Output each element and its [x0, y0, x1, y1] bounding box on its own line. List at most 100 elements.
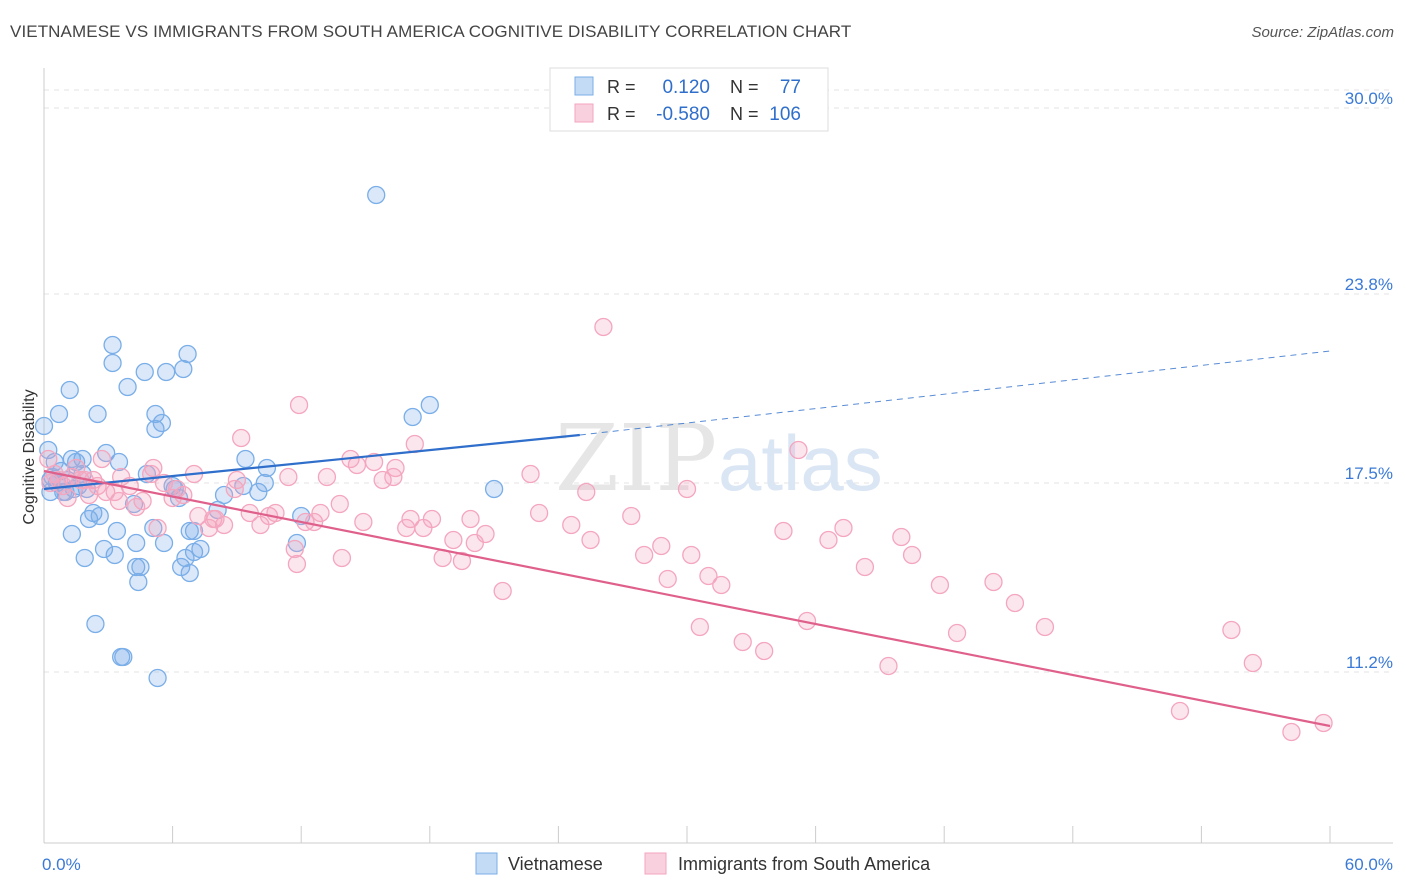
data-point-south-america — [133, 491, 152, 511]
data-point-vietnamese — [105, 545, 124, 565]
data-point-vietnamese — [94, 539, 114, 559]
data-point-south-america — [733, 632, 752, 652]
data-point-south-america — [622, 506, 641, 526]
data-point-south-america — [879, 656, 898, 676]
data-point-south-america — [755, 641, 774, 661]
y-tick-labels: 11.2% 17.5% 23.8% 30.0% — [1345, 89, 1393, 672]
bottom-legend-label-south-america: Immigrants from South America — [678, 854, 931, 874]
data-point-vietnamese — [60, 380, 79, 400]
data-point-south-america — [289, 395, 309, 415]
y-tick-label: 30.0% — [1345, 89, 1393, 108]
data-point-vietnamese — [90, 506, 109, 526]
data-point-south-america — [594, 317, 613, 337]
x-tick-labels: 0.0% 60.0% — [42, 855, 1393, 874]
data-point-vietnamese — [255, 473, 274, 493]
data-point-south-america — [287, 554, 307, 574]
data-point-south-america — [285, 539, 304, 559]
data-point-vietnamese — [236, 449, 255, 469]
data-point-vietnamese — [127, 533, 146, 553]
data-point-south-america — [311, 503, 330, 523]
axes — [43, 68, 1393, 844]
data-point-south-america — [855, 557, 875, 577]
data-point-vietnamese — [107, 521, 127, 541]
legend-n-value: 106 — [769, 104, 801, 125]
series-south-america — [39, 317, 1333, 742]
data-point-south-america — [677, 479, 697, 499]
y-axis-label: Cognitive Disability — [21, 389, 38, 524]
data-point-south-america — [789, 440, 808, 460]
data-point-south-america — [214, 515, 234, 535]
data-point-south-america — [476, 524, 495, 544]
data-point-vietnamese — [75, 548, 94, 568]
data-point-vietnamese — [144, 518, 163, 538]
data-point-south-america — [984, 572, 1003, 592]
data-point-vietnamese — [103, 353, 122, 373]
data-point-vietnamese — [178, 344, 197, 364]
data-point-south-america — [577, 482, 596, 502]
data-point-south-america — [930, 575, 950, 595]
data-point-vietnamese — [73, 449, 92, 469]
data-point-south-america — [92, 449, 112, 469]
data-point-vietnamese — [135, 362, 154, 382]
data-point-vietnamese — [180, 563, 199, 583]
data-point-south-america — [1222, 620, 1241, 640]
data-point-south-america — [699, 566, 718, 586]
data-point-south-america — [364, 452, 384, 472]
data-point-vietnamese — [420, 395, 439, 415]
trend-line-south-america — [43, 469, 1331, 728]
bottom-legend-swatch-vietnamese — [475, 852, 498, 875]
legend-n-label: N = — [730, 104, 759, 124]
data-point-south-america — [774, 521, 793, 541]
data-point-south-america — [232, 428, 251, 448]
data-point-south-america — [1035, 617, 1055, 637]
data-point-vietnamese — [403, 407, 422, 427]
series-vietnamese — [34, 185, 504, 688]
data-point-vietnamese — [174, 359, 193, 379]
x-tick-label: 60.0% — [1345, 855, 1393, 874]
data-point-south-america — [148, 518, 167, 538]
x-tick-label: 0.0% — [42, 855, 81, 874]
top-legend-box — [549, 67, 829, 132]
data-point-south-america — [652, 536, 671, 556]
data-point-south-america — [1243, 653, 1262, 673]
data-point-vietnamese — [152, 413, 172, 433]
data-point-south-america — [461, 509, 480, 529]
data-point-south-america — [401, 509, 420, 529]
legend-n-label: N = — [730, 77, 759, 97]
legend-r-label: R = — [607, 104, 636, 124]
bottom-legend-label-vietnamese: Vietnamese — [508, 854, 603, 874]
data-point-vietnamese — [127, 557, 146, 577]
y-tick-label: 23.8% — [1345, 275, 1393, 294]
data-point-vietnamese — [103, 335, 122, 355]
data-point-south-america — [227, 470, 247, 490]
data-point-south-america — [1005, 593, 1025, 613]
data-point-south-america — [109, 491, 129, 511]
data-point-vietnamese — [157, 362, 176, 382]
data-point-vietnamese — [148, 668, 167, 688]
y-tick-label: 17.5% — [1345, 464, 1393, 483]
data-point-south-america — [562, 515, 581, 535]
data-point-vietnamese — [214, 485, 234, 505]
data-point-south-america — [317, 467, 337, 487]
data-point-vietnamese — [191, 539, 210, 559]
data-point-vietnamese — [184, 521, 204, 541]
data-point-south-america — [1282, 722, 1301, 742]
data-point-south-america — [452, 551, 472, 571]
data-point-vietnamese — [367, 185, 386, 205]
data-point-south-america — [529, 503, 549, 523]
data-point-south-america — [354, 512, 373, 532]
data-point-south-america — [947, 623, 967, 643]
data-point-south-america — [422, 509, 442, 529]
data-point-south-america — [144, 458, 163, 478]
chart-title: VIETNAMESE VS IMMIGRANTS FROM SOUTH AMER… — [10, 22, 852, 41]
data-point-south-america — [658, 569, 677, 589]
legend-swatch-south-america — [574, 103, 594, 123]
data-point-vietnamese — [49, 404, 69, 424]
data-point-south-america — [330, 494, 349, 514]
data-point-vietnamese — [249, 482, 268, 502]
data-point-south-america — [902, 545, 922, 565]
watermark-atlas: atlas — [718, 419, 883, 507]
trend-line-vietnamese — [43, 433, 580, 491]
data-point-south-america — [634, 545, 654, 565]
legend-r-value: -0.580 — [656, 104, 710, 125]
